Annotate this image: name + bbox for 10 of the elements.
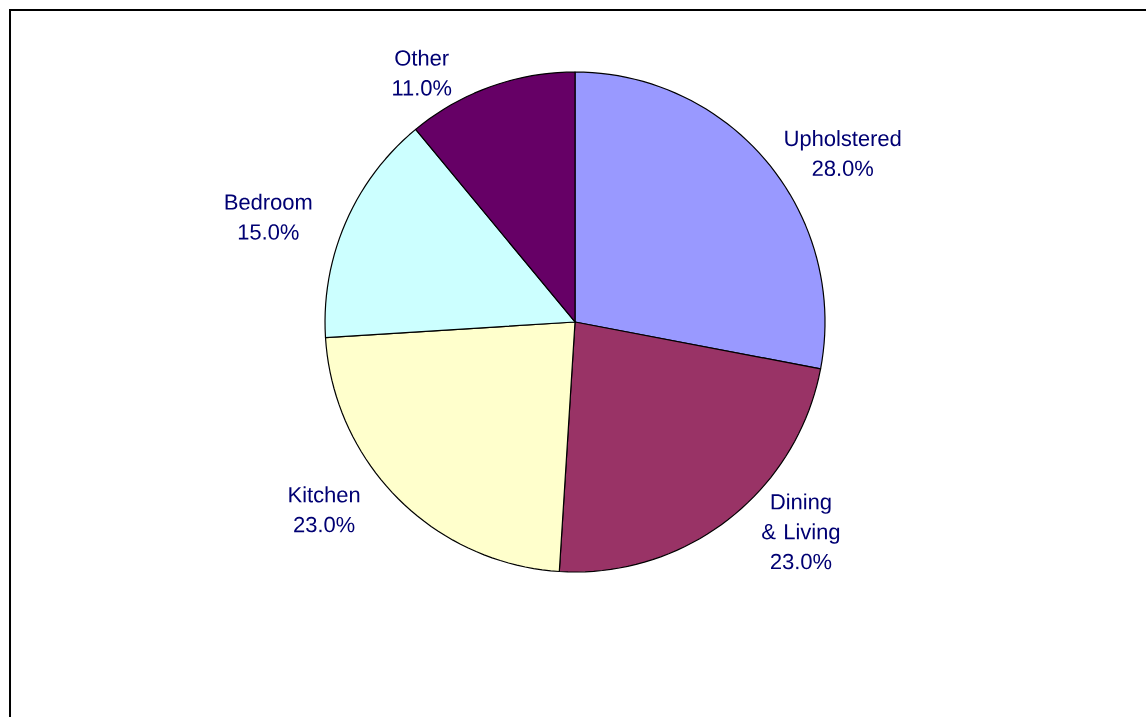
data-label: 23.0% [294,516,355,533]
data-label: 15.0% [238,224,299,240]
data-label: 28.0% [812,160,873,177]
slice-label: Upholstered [785,130,901,151]
slice-label: Other [395,49,449,66]
data-label: 11.0% [393,80,452,96]
slice-label: Bedroom [225,193,312,210]
slice-label: Kitchen [289,486,360,503]
slice-label: Dining & Living [762,493,840,544]
data-label: 23.0% [771,553,832,570]
